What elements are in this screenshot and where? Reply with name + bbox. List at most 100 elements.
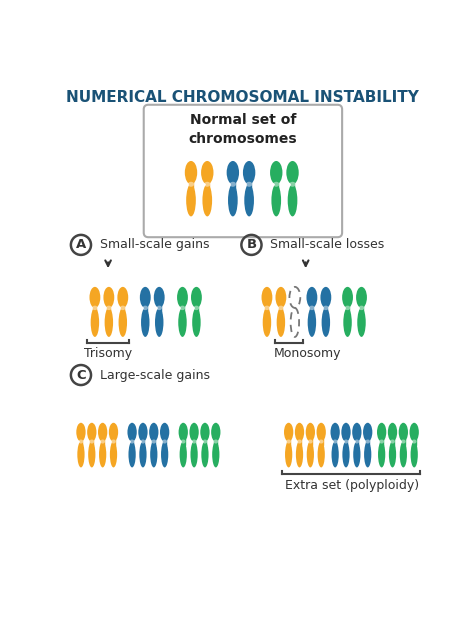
Ellipse shape	[128, 442, 136, 467]
Ellipse shape	[244, 184, 254, 216]
Ellipse shape	[295, 423, 304, 442]
Ellipse shape	[322, 308, 330, 337]
Ellipse shape	[87, 423, 96, 442]
Ellipse shape	[308, 308, 316, 337]
Ellipse shape	[138, 423, 147, 442]
Ellipse shape	[410, 423, 419, 442]
Ellipse shape	[272, 184, 281, 216]
Text: C: C	[76, 369, 86, 381]
Ellipse shape	[331, 442, 339, 467]
Ellipse shape	[284, 423, 293, 442]
Ellipse shape	[188, 182, 194, 187]
Ellipse shape	[128, 423, 137, 442]
Ellipse shape	[306, 423, 315, 442]
Ellipse shape	[277, 308, 285, 337]
Ellipse shape	[90, 440, 94, 444]
Ellipse shape	[297, 440, 302, 444]
Ellipse shape	[290, 182, 296, 187]
Ellipse shape	[179, 423, 188, 442]
Ellipse shape	[246, 182, 252, 187]
Text: Large-scale gains: Large-scale gains	[100, 369, 210, 381]
Ellipse shape	[388, 423, 397, 442]
Ellipse shape	[345, 306, 350, 310]
Ellipse shape	[110, 442, 117, 467]
Ellipse shape	[76, 423, 86, 442]
FancyBboxPatch shape	[144, 105, 342, 237]
Ellipse shape	[243, 161, 255, 184]
Ellipse shape	[275, 287, 286, 308]
Ellipse shape	[400, 442, 407, 467]
Ellipse shape	[319, 440, 324, 444]
Ellipse shape	[202, 184, 212, 216]
Ellipse shape	[79, 440, 83, 444]
Ellipse shape	[317, 423, 326, 442]
Ellipse shape	[103, 287, 114, 308]
Text: Extra set (polyploidy): Extra set (polyploidy)	[285, 479, 419, 492]
Ellipse shape	[230, 182, 236, 187]
Ellipse shape	[307, 442, 314, 467]
Ellipse shape	[143, 306, 148, 310]
Ellipse shape	[156, 306, 162, 310]
Ellipse shape	[307, 287, 317, 308]
Ellipse shape	[356, 287, 367, 308]
Text: NUMERICAL CHROMOSOMAL INSTABILITY: NUMERICAL CHROMOSOMAL INSTABILITY	[66, 90, 419, 105]
Ellipse shape	[140, 287, 151, 308]
Ellipse shape	[106, 306, 111, 310]
Ellipse shape	[105, 308, 113, 337]
Ellipse shape	[194, 306, 199, 310]
Ellipse shape	[118, 287, 128, 308]
Ellipse shape	[377, 423, 386, 442]
Ellipse shape	[330, 423, 340, 442]
Ellipse shape	[130, 440, 135, 444]
Ellipse shape	[180, 442, 187, 467]
Ellipse shape	[118, 308, 127, 337]
Ellipse shape	[181, 440, 186, 444]
Ellipse shape	[109, 423, 118, 442]
Ellipse shape	[341, 423, 351, 442]
Ellipse shape	[185, 161, 197, 184]
Ellipse shape	[190, 423, 199, 442]
Ellipse shape	[344, 440, 348, 444]
Ellipse shape	[286, 440, 291, 444]
Ellipse shape	[355, 440, 359, 444]
Ellipse shape	[150, 442, 157, 467]
Ellipse shape	[323, 306, 328, 310]
Ellipse shape	[357, 308, 366, 337]
Ellipse shape	[410, 442, 418, 467]
Ellipse shape	[308, 440, 313, 444]
Ellipse shape	[379, 440, 384, 444]
Ellipse shape	[389, 442, 396, 467]
Ellipse shape	[213, 440, 218, 444]
Ellipse shape	[92, 306, 98, 310]
Ellipse shape	[178, 308, 187, 337]
Ellipse shape	[139, 442, 146, 467]
Text: A: A	[76, 238, 86, 252]
Ellipse shape	[353, 442, 361, 467]
Ellipse shape	[309, 306, 315, 310]
Ellipse shape	[99, 442, 106, 467]
Ellipse shape	[211, 423, 220, 442]
Ellipse shape	[141, 440, 146, 444]
Ellipse shape	[152, 440, 156, 444]
Ellipse shape	[273, 182, 279, 187]
Ellipse shape	[201, 423, 210, 442]
Ellipse shape	[98, 423, 107, 442]
Ellipse shape	[88, 442, 95, 467]
Ellipse shape	[191, 442, 198, 467]
Ellipse shape	[149, 423, 158, 442]
Ellipse shape	[228, 184, 237, 216]
Ellipse shape	[91, 308, 99, 337]
Ellipse shape	[285, 442, 292, 467]
Ellipse shape	[288, 184, 297, 216]
Ellipse shape	[378, 442, 385, 467]
Ellipse shape	[359, 306, 364, 310]
Ellipse shape	[155, 308, 164, 337]
Ellipse shape	[120, 306, 126, 310]
Ellipse shape	[270, 161, 283, 184]
Text: Trisomy: Trisomy	[84, 347, 132, 360]
Ellipse shape	[320, 287, 331, 308]
Ellipse shape	[192, 308, 201, 337]
Ellipse shape	[201, 161, 213, 184]
Ellipse shape	[90, 287, 100, 308]
Ellipse shape	[192, 440, 196, 444]
